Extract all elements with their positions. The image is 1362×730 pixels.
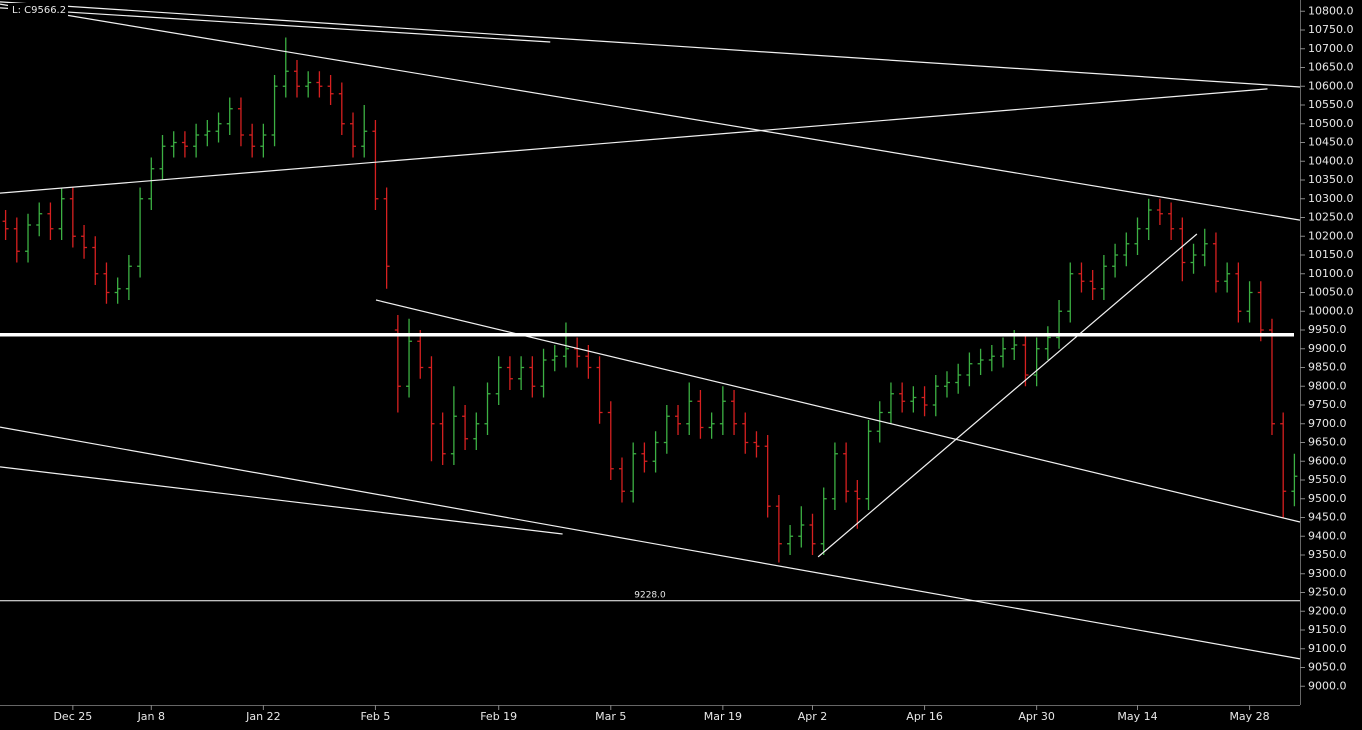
- y-tick-label: 10150.0: [1308, 248, 1354, 261]
- x-tick-label: Apr 2: [798, 710, 828, 723]
- y-tick-label: 9650.0: [1308, 436, 1347, 449]
- y-tick-label: 10000.0: [1308, 304, 1354, 317]
- x-tick-label: Dec 25: [53, 710, 92, 723]
- y-tick-label: 9000.0: [1308, 679, 1347, 692]
- y-tick-label: 10300.0: [1308, 192, 1354, 205]
- y-tick-label: 10600.0: [1308, 79, 1354, 92]
- x-tick-label: Apr 16: [906, 710, 943, 723]
- y-tick-label: 10700.0: [1308, 42, 1354, 55]
- y-tick-label: 10050.0: [1308, 286, 1354, 299]
- horizontal-line-label-bg: [632, 588, 668, 599]
- y-tick-label: 9050.0: [1308, 661, 1347, 674]
- y-tick-label: 9350.0: [1308, 548, 1347, 561]
- trend-line: [0, 426, 1301, 660]
- x-tick-label: May 28: [1229, 710, 1269, 723]
- trend-line: [0, 1, 1301, 88]
- y-tick-label: 9300.0: [1308, 567, 1347, 580]
- y-tick-label: 9700.0: [1308, 417, 1347, 430]
- trend-line: [0, 88, 1268, 194]
- y-tick-label: 9450.0: [1308, 511, 1347, 524]
- x-tick-label: Jan 8: [137, 710, 165, 723]
- y-tick-label: 10550.0: [1308, 98, 1354, 111]
- y-tick-label: 10350.0: [1308, 173, 1354, 186]
- x-tick-label: Apr 30: [1018, 710, 1055, 723]
- x-tick-label: Mar 5: [595, 710, 626, 723]
- y-tick-label: 9750.0: [1308, 398, 1347, 411]
- x-tick-label: Jan 22: [245, 710, 280, 723]
- legend-box: [8, 3, 68, 17]
- y-tick-label: 10100.0: [1308, 267, 1354, 280]
- y-tick-label: 9850.0: [1308, 361, 1347, 374]
- y-tick-label: 10400.0: [1308, 154, 1354, 167]
- x-tick-label: Feb 5: [360, 710, 390, 723]
- y-tick-label: 10800.0: [1308, 4, 1354, 17]
- y-tick-label: 9400.0: [1308, 529, 1347, 542]
- y-tick-label: 9900.0: [1308, 342, 1347, 355]
- y-tick-label: 10650.0: [1308, 61, 1354, 74]
- trend-line: [0, 7, 551, 43]
- trend-line: [0, 466, 563, 535]
- trend-line: [0, 3, 1301, 221]
- y-tick-label: 9100.0: [1308, 642, 1347, 655]
- trend-line: [817, 233, 1198, 558]
- y-tick-label: 10250.0: [1308, 211, 1354, 224]
- y-tick-label: 10200.0: [1308, 229, 1354, 242]
- horizontal-line-label: 9228.0: [634, 590, 666, 600]
- y-tick-label: 9500.0: [1308, 492, 1347, 505]
- x-tick-label: May 14: [1117, 710, 1157, 723]
- y-tick-label: 9150.0: [1308, 623, 1347, 636]
- y-tick-label: 9600.0: [1308, 454, 1347, 467]
- y-tick-label: 10450.0: [1308, 136, 1354, 149]
- y-tick-label: 9800.0: [1308, 379, 1347, 392]
- y-tick-label: 9550.0: [1308, 473, 1347, 486]
- x-tick-label: Mar 19: [704, 710, 742, 723]
- x-tick-label: Feb 19: [480, 710, 517, 723]
- y-tick-label: 10750.0: [1308, 23, 1354, 36]
- y-tick-label: 9950.0: [1308, 323, 1347, 336]
- trend-line: [375, 299, 1301, 523]
- y-tick-label: 9200.0: [1308, 604, 1347, 617]
- legend-text: L: C9566.2: [12, 5, 66, 16]
- y-tick-label: 9250.0: [1308, 586, 1347, 599]
- y-tick-label: 10500.0: [1308, 117, 1354, 130]
